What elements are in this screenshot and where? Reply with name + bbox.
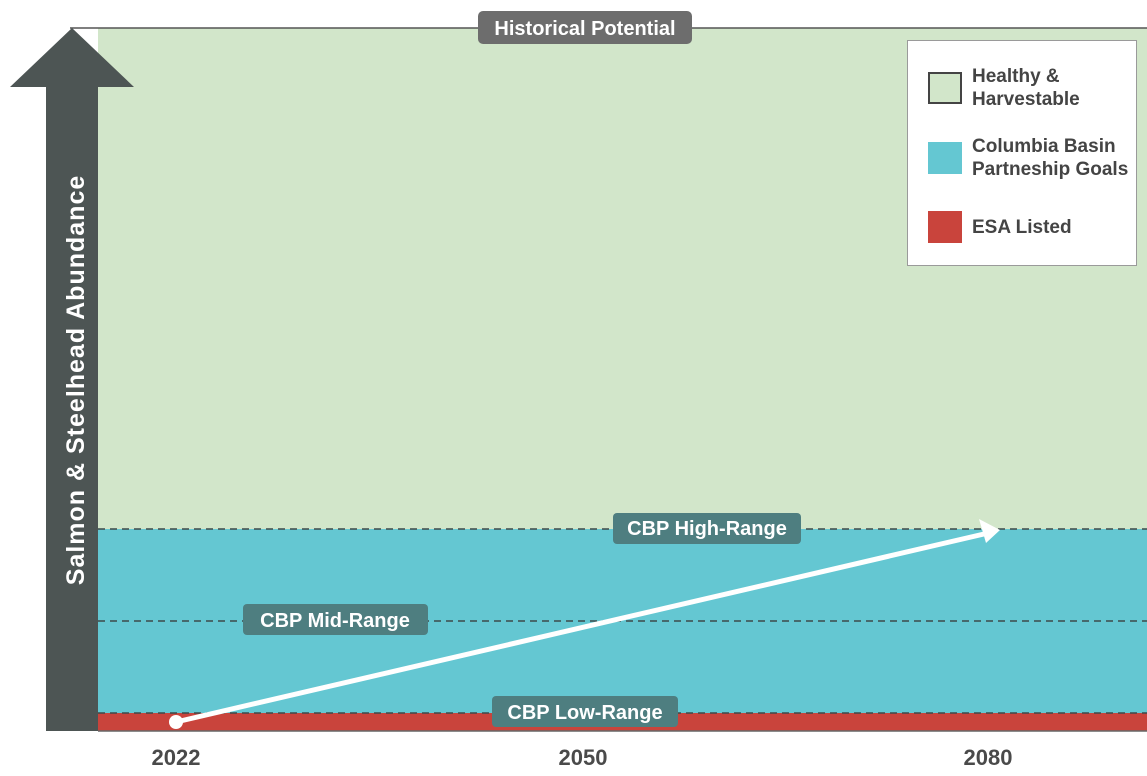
svg-text:CBP High-Range: CBP High-Range bbox=[627, 518, 787, 540]
historical-potential-label: Historical Potential bbox=[478, 11, 692, 44]
legend-label-cbp-goals: Columbia Basin Partneship Goals bbox=[972, 136, 1129, 180]
svg-text:Historical Potential: Historical Potential bbox=[494, 18, 675, 40]
low-range-label: CBP Low-Range bbox=[492, 696, 678, 727]
legend-label-esa: ESA Listed bbox=[972, 216, 1072, 238]
legend-swatch-healthy bbox=[928, 72, 962, 104]
legend-swatch-esa bbox=[928, 211, 962, 243]
trend-start-dot bbox=[169, 715, 183, 729]
svg-text:CBP Mid-Range: CBP Mid-Range bbox=[260, 610, 410, 632]
legend-item-esa: ESA Listed bbox=[928, 211, 1137, 243]
x-tick-label-2022: 2022 bbox=[152, 745, 201, 770]
trend-arrow-line bbox=[173, 531, 987, 725]
legend-item-cbp-goals: Columbia Basin Partneship Goals bbox=[928, 135, 1137, 181]
high-range-label: CBP High-Range bbox=[613, 513, 801, 544]
svg-text:CBP Low-Range: CBP Low-Range bbox=[507, 702, 662, 724]
x-tick-label-2080: 2080 bbox=[964, 745, 1013, 770]
trend-arrow-head bbox=[979, 519, 1000, 543]
legend-item-healthy: Healthy & Harvestable bbox=[928, 65, 1137, 111]
legend-swatch-cbp-goals bbox=[928, 142, 962, 174]
y-axis-label: Salmon & Steelhead Abundance bbox=[62, 175, 90, 585]
chart-legend: Healthy & Harvestable Columbia Basin Par… bbox=[907, 40, 1137, 266]
legend-label-healthy: Healthy & Harvestable bbox=[972, 66, 1080, 110]
mid-range-label: CBP Mid-Range bbox=[243, 604, 428, 635]
x-tick-label-2050: 2050 bbox=[559, 745, 608, 770]
y-axis-arrow bbox=[10, 28, 134, 731]
